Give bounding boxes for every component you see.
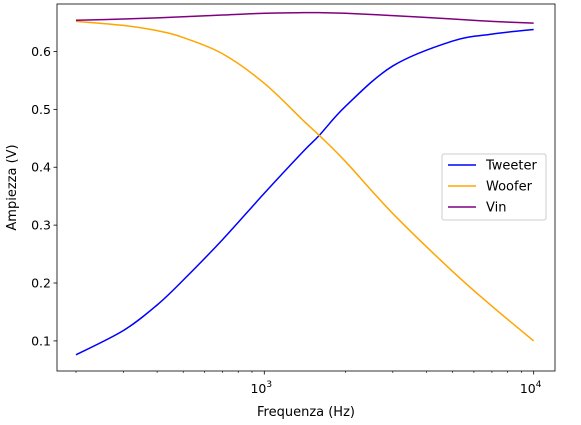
x-axis-label: Frequenza (Hz) xyxy=(257,405,355,420)
x-tick-label: 104 xyxy=(520,380,542,396)
y-tick-label: 0.2 xyxy=(31,276,51,291)
y-tick-label: 0.1 xyxy=(31,333,51,348)
y-axis-label: Ampiezza (V) xyxy=(5,144,20,230)
y-tick-label: 0.3 xyxy=(31,218,51,233)
y-tick-label: 0.4 xyxy=(31,160,51,175)
y-tick-label: 0.6 xyxy=(31,44,51,59)
series-line-tweeter xyxy=(75,28,534,356)
legend-box xyxy=(441,153,547,221)
ticks-layer: 0.1 0.2 0.3 0.4 0.5 0.6 103 104 xyxy=(31,44,542,396)
legend-label-woofer: Woofer xyxy=(486,180,533,195)
series-layer xyxy=(75,11,535,356)
axes-layer xyxy=(56,3,556,372)
legend-label-vin: Vin xyxy=(486,201,506,216)
series-line-woofer xyxy=(75,20,535,342)
y-tick-label: 0.5 xyxy=(31,102,51,117)
x-tick-label: 103 xyxy=(250,380,272,396)
legend-label-tweeter: Tweeter xyxy=(485,159,538,174)
plot-frame xyxy=(56,3,556,372)
series-line-vin xyxy=(75,11,534,24)
legend: Tweeter Woofer Vin xyxy=(441,153,547,221)
